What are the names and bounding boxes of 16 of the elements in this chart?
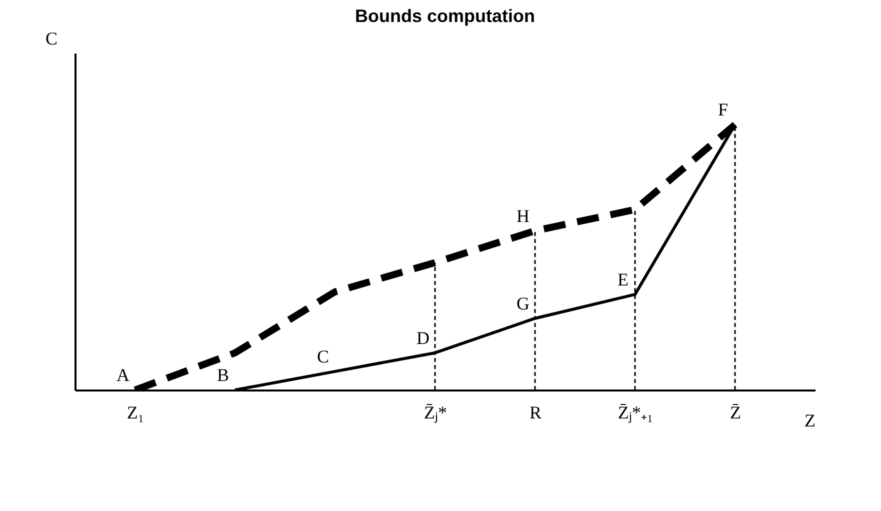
annotation: A bbox=[116, 365, 130, 385]
annotation: H bbox=[516, 206, 530, 226]
y-axis-title: C bbox=[316, 346, 330, 366]
x-tick-label: Z̄ⱼ* bbox=[424, 402, 447, 424]
annotation: D bbox=[416, 328, 430, 348]
annotation: E bbox=[618, 269, 628, 290]
x-tick-label: Z̄ⱼ*₊₁ bbox=[618, 402, 654, 424]
x-tick-label: Z₁ bbox=[126, 402, 144, 422]
annotation: F bbox=[718, 100, 728, 120]
text: C bbox=[46, 28, 58, 48]
x-tick-label: R bbox=[529, 402, 542, 422]
chart-title: Bounds computation bbox=[355, 6, 535, 26]
annotation: B bbox=[216, 365, 230, 385]
x-axis-title: Z bbox=[804, 410, 816, 430]
annotation: G bbox=[516, 293, 530, 314]
x-tick-label: Z̄ bbox=[730, 402, 741, 422]
